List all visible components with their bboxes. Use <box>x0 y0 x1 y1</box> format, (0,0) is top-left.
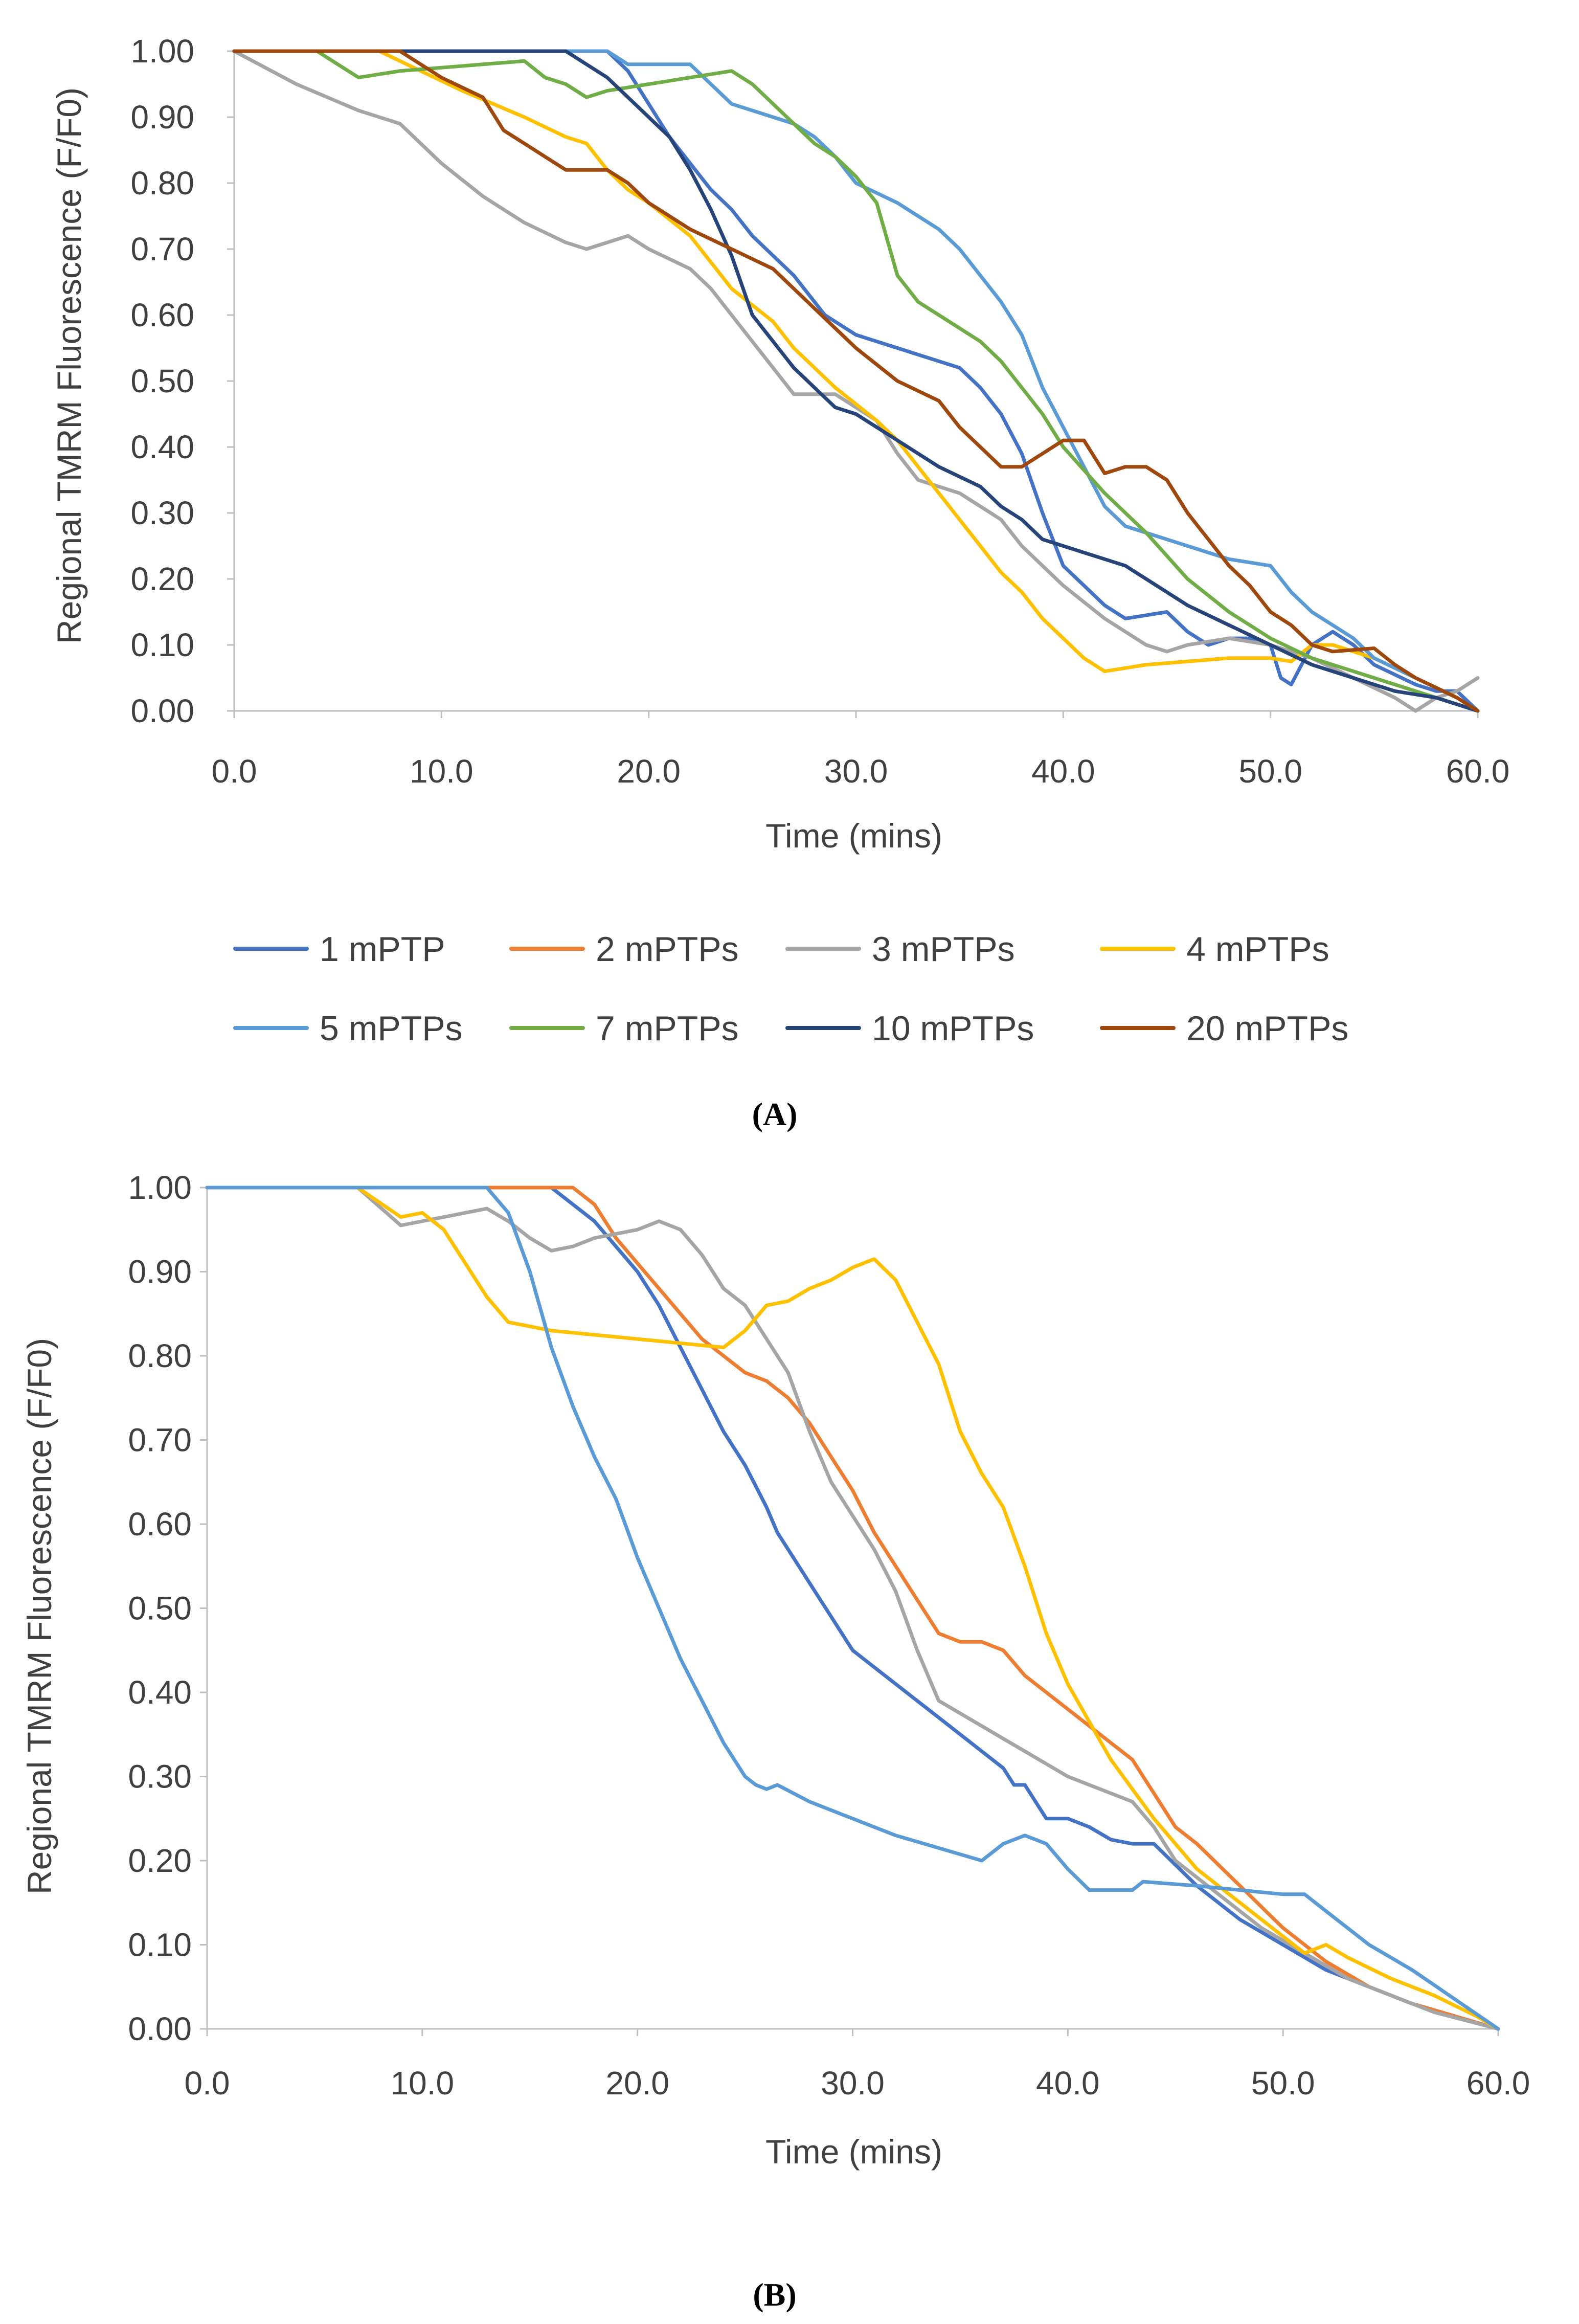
y-tick-label: 1.00 <box>130 33 194 70</box>
x-tick-label: 30.0 <box>824 753 888 790</box>
x-tick-label: 40.0 <box>1036 2065 1100 2102</box>
y-tick-label: 0.70 <box>130 231 194 267</box>
series-line-2-mptps <box>205 1186 1500 2031</box>
x-tick-label: 10.0 <box>391 2065 455 2102</box>
x-axis-title-b: Time (mins) <box>765 2133 942 2171</box>
x-tick-label: 0.0 <box>212 753 257 790</box>
y-tick-label: 0.00 <box>128 2010 192 2047</box>
y-tick-label: 0.20 <box>128 1842 192 1879</box>
series-group-a <box>232 49 1480 713</box>
legend: 1 mPTP 2 mPTPs 3 mPTPs 4 mPTPs 5 mPTPs 7 mPTP… <box>233 930 1348 1048</box>
x-axis-title-a: Time (mins) <box>765 817 942 855</box>
x-tick-label: 60.0 <box>1446 753 1510 790</box>
y-tick-label: 0.60 <box>128 1506 192 1543</box>
y-tick-label: 0.50 <box>128 1590 192 1627</box>
x-tick-label: 60.0 <box>1467 2065 1530 2102</box>
legend-label: 4 mPTPs <box>1186 930 1329 969</box>
legend-label: 2 mPTPs <box>596 930 739 969</box>
y-tick-label: 0.60 <box>130 297 194 333</box>
series-line-4-mptps <box>205 1186 1500 2031</box>
series-line-5-mptps <box>205 1186 1500 2031</box>
x-tick-label: 30.0 <box>821 2065 885 2102</box>
x-tick-label: 40.0 <box>1031 753 1095 790</box>
series-line-3-mptps <box>232 49 1480 713</box>
y-tick-label: 0.30 <box>130 495 194 531</box>
y-axis-title-b: Regional TMRM Fluorescence (F/F0) <box>20 1338 58 1894</box>
y-tick-label: 0.00 <box>130 692 194 729</box>
series-line-1-mptp <box>205 1186 1500 2031</box>
y-tick-label: 0.30 <box>128 1758 192 1795</box>
y-axis-ticks-a: 0.00 0.10 0.20 0.30 0.40 0.50 0.60 0.70 0.80 0.90… <box>130 33 234 729</box>
y-tick-label: 0.80 <box>130 165 194 202</box>
y-tick-label: 0.40 <box>130 429 194 465</box>
y-tick-label: 0.90 <box>130 99 194 136</box>
y-tick-label: 0.10 <box>128 1927 192 1963</box>
panel-label-b: (B) <box>753 2276 796 2313</box>
y-tick-label: 0.70 <box>128 1422 192 1459</box>
y-tick-label: 0.20 <box>130 561 194 597</box>
legend-label: 20 mPTPs <box>1186 1009 1348 1048</box>
y-axis-title-a: Regional TMRM Fluorescence (F/F0) <box>50 87 88 644</box>
series-line-5-mptps <box>232 49 1480 713</box>
series-group-b <box>205 1186 1500 2031</box>
y-tick-label: 1.00 <box>128 1169 192 1206</box>
panel-label-a: (A) <box>752 1096 798 1132</box>
y-axis-ticks-b: 0.00 0.10 0.20 0.30 0.40 0.50 0.60 0.70 0.80 0.90… <box>128 1169 207 2047</box>
x-tick-label: 50.0 <box>1238 753 1302 790</box>
legend-label: 7 mPTPs <box>596 1009 739 1048</box>
series-line-7-mptps <box>232 49 1480 713</box>
chart-panel-b: 0.00 0.10 0.20 0.30 0.40 0.50 0.60 0.70 0.80 0.90… <box>20 1169 1530 2313</box>
x-tick-label: 10.0 <box>410 753 473 790</box>
x-axis-ticks-a: 0.0 10.0 20.0 30.0 40.0 50.0 60.0 <box>212 711 1510 790</box>
legend-label: 1 mPTP <box>320 930 445 969</box>
series-line-1-mptp <box>232 49 1480 713</box>
series-line-20-mptps <box>232 49 1480 713</box>
legend-label: 5 mPTPs <box>320 1009 463 1048</box>
y-tick-label: 0.80 <box>128 1337 192 1374</box>
legend-label: 3 mPTPs <box>872 930 1015 969</box>
series-line-3-mptps <box>205 1186 1500 2031</box>
chart-panel-a: 0.00 0.10 0.20 0.30 0.40 0.50 0.60 0.70 0.80 0.90… <box>50 33 1509 1132</box>
x-tick-label: 20.0 <box>617 753 681 790</box>
legend-label: 10 mPTPs <box>872 1009 1034 1048</box>
y-tick-label: 0.40 <box>128 1674 192 1711</box>
series-line-10-mptps <box>232 49 1480 713</box>
x-axis-ticks-b: 0.0 10.0 20.0 30.0 40.0 50.0 60.0 <box>185 2029 1530 2102</box>
x-tick-label: 50.0 <box>1251 2065 1315 2102</box>
x-tick-label: 20.0 <box>605 2065 669 2102</box>
y-tick-label: 0.50 <box>130 363 194 399</box>
x-tick-label: 0.0 <box>185 2065 230 2102</box>
series-line-4-mptps <box>232 49 1480 713</box>
y-tick-label: 0.10 <box>130 627 194 663</box>
y-tick-label: 0.90 <box>128 1254 192 1290</box>
